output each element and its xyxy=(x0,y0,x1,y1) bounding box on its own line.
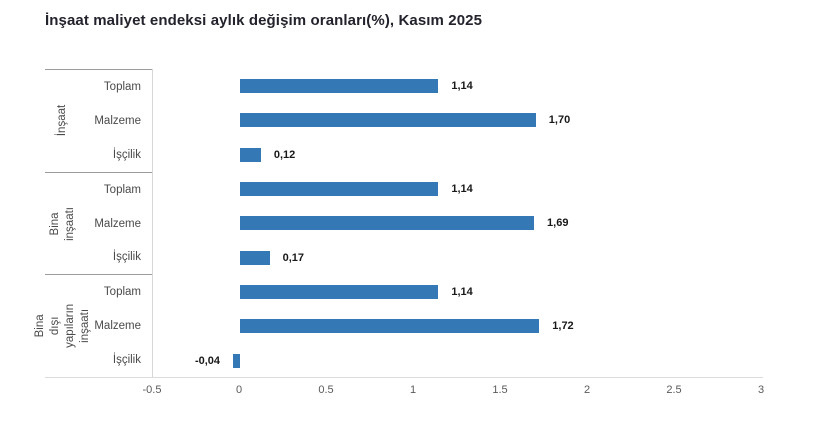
category-group: Bina inşaatı Toplam Malzeme İşçilik xyxy=(45,171,152,275)
x-axis-line xyxy=(45,377,763,378)
bar-value-label: 0,12 xyxy=(273,148,296,161)
bar xyxy=(240,113,536,128)
bar-row: 1,69 xyxy=(153,206,763,240)
x-tick-label: 2.5 xyxy=(666,384,682,396)
bar-value-label: 0,17 xyxy=(282,251,304,264)
bar xyxy=(240,182,439,197)
bar-row: 0,12 xyxy=(153,138,763,172)
bar-value-label: -0,04 xyxy=(194,354,221,367)
category-column: İnşaat Toplam Malzeme İşçilik Bina inşaatı To… xyxy=(34,69,152,378)
x-tick-label: 1.5 xyxy=(492,384,508,396)
bar-value-label: 1,14 xyxy=(451,80,473,93)
bar xyxy=(240,250,270,265)
x-tick-label: -0.5 xyxy=(142,384,162,396)
bar-value-label: 1,14 xyxy=(451,286,473,299)
bar-value-label: 1,14 xyxy=(451,183,473,196)
category-item-label: Toplam xyxy=(103,80,141,93)
category-item-label: İşçilik xyxy=(112,354,141,367)
category-column-right-border xyxy=(152,69,153,378)
bar-value-label: 1,69 xyxy=(547,217,569,230)
bar-row: 1,70 xyxy=(153,103,763,137)
plot-area: 1,14 1,70 0,12 1,14 1,69 0,17 1,14 1,72 -0,04 xyxy=(153,69,763,378)
x-tick-label: 1 xyxy=(409,384,417,396)
category-item-label: Malzeme xyxy=(94,114,141,127)
bar-row: 1,14 xyxy=(153,69,763,103)
bar-row: 1,72 xyxy=(153,309,763,343)
category-item-label: Malzeme xyxy=(94,217,141,230)
bar xyxy=(240,79,439,94)
x-tick-label: 0.5 xyxy=(318,384,334,396)
bar xyxy=(240,147,261,162)
bar-row: -0,04 xyxy=(153,344,763,378)
bar-row: 0,17 xyxy=(153,241,763,275)
bar xyxy=(233,353,240,368)
x-tick-label: 2 xyxy=(583,384,591,396)
category-item-label: Toplam xyxy=(103,183,141,196)
x-tick-label: 3 xyxy=(757,384,765,396)
x-tick-label: 0 xyxy=(235,384,243,396)
category-item-label: Malzeme xyxy=(94,320,141,333)
category-item-label: İşçilik xyxy=(112,251,141,264)
category-group: İnşaat Toplam Malzeme İşçilik xyxy=(45,70,152,172)
category-group: Bina dışı yapıların inşaatı Toplam Malzeme… xyxy=(34,274,152,377)
category-item-label: İşçilik xyxy=(112,148,141,161)
bar-value-label: 1,70 xyxy=(548,114,571,127)
category-item-label: Toplam xyxy=(103,286,141,299)
bar-row: 1,14 xyxy=(153,275,763,309)
bar-value-label: 1,72 xyxy=(552,320,574,333)
bar xyxy=(240,319,540,334)
x-axis-ticks: -0.5 0 0.5 1 1.5 2 2.5 3 xyxy=(143,384,765,400)
bar xyxy=(240,216,535,231)
bar xyxy=(240,285,439,300)
chart-title: İnşaat maliyet endeksi aylık değişim ora… xyxy=(45,12,483,29)
bar-row: 1,14 xyxy=(153,172,763,206)
